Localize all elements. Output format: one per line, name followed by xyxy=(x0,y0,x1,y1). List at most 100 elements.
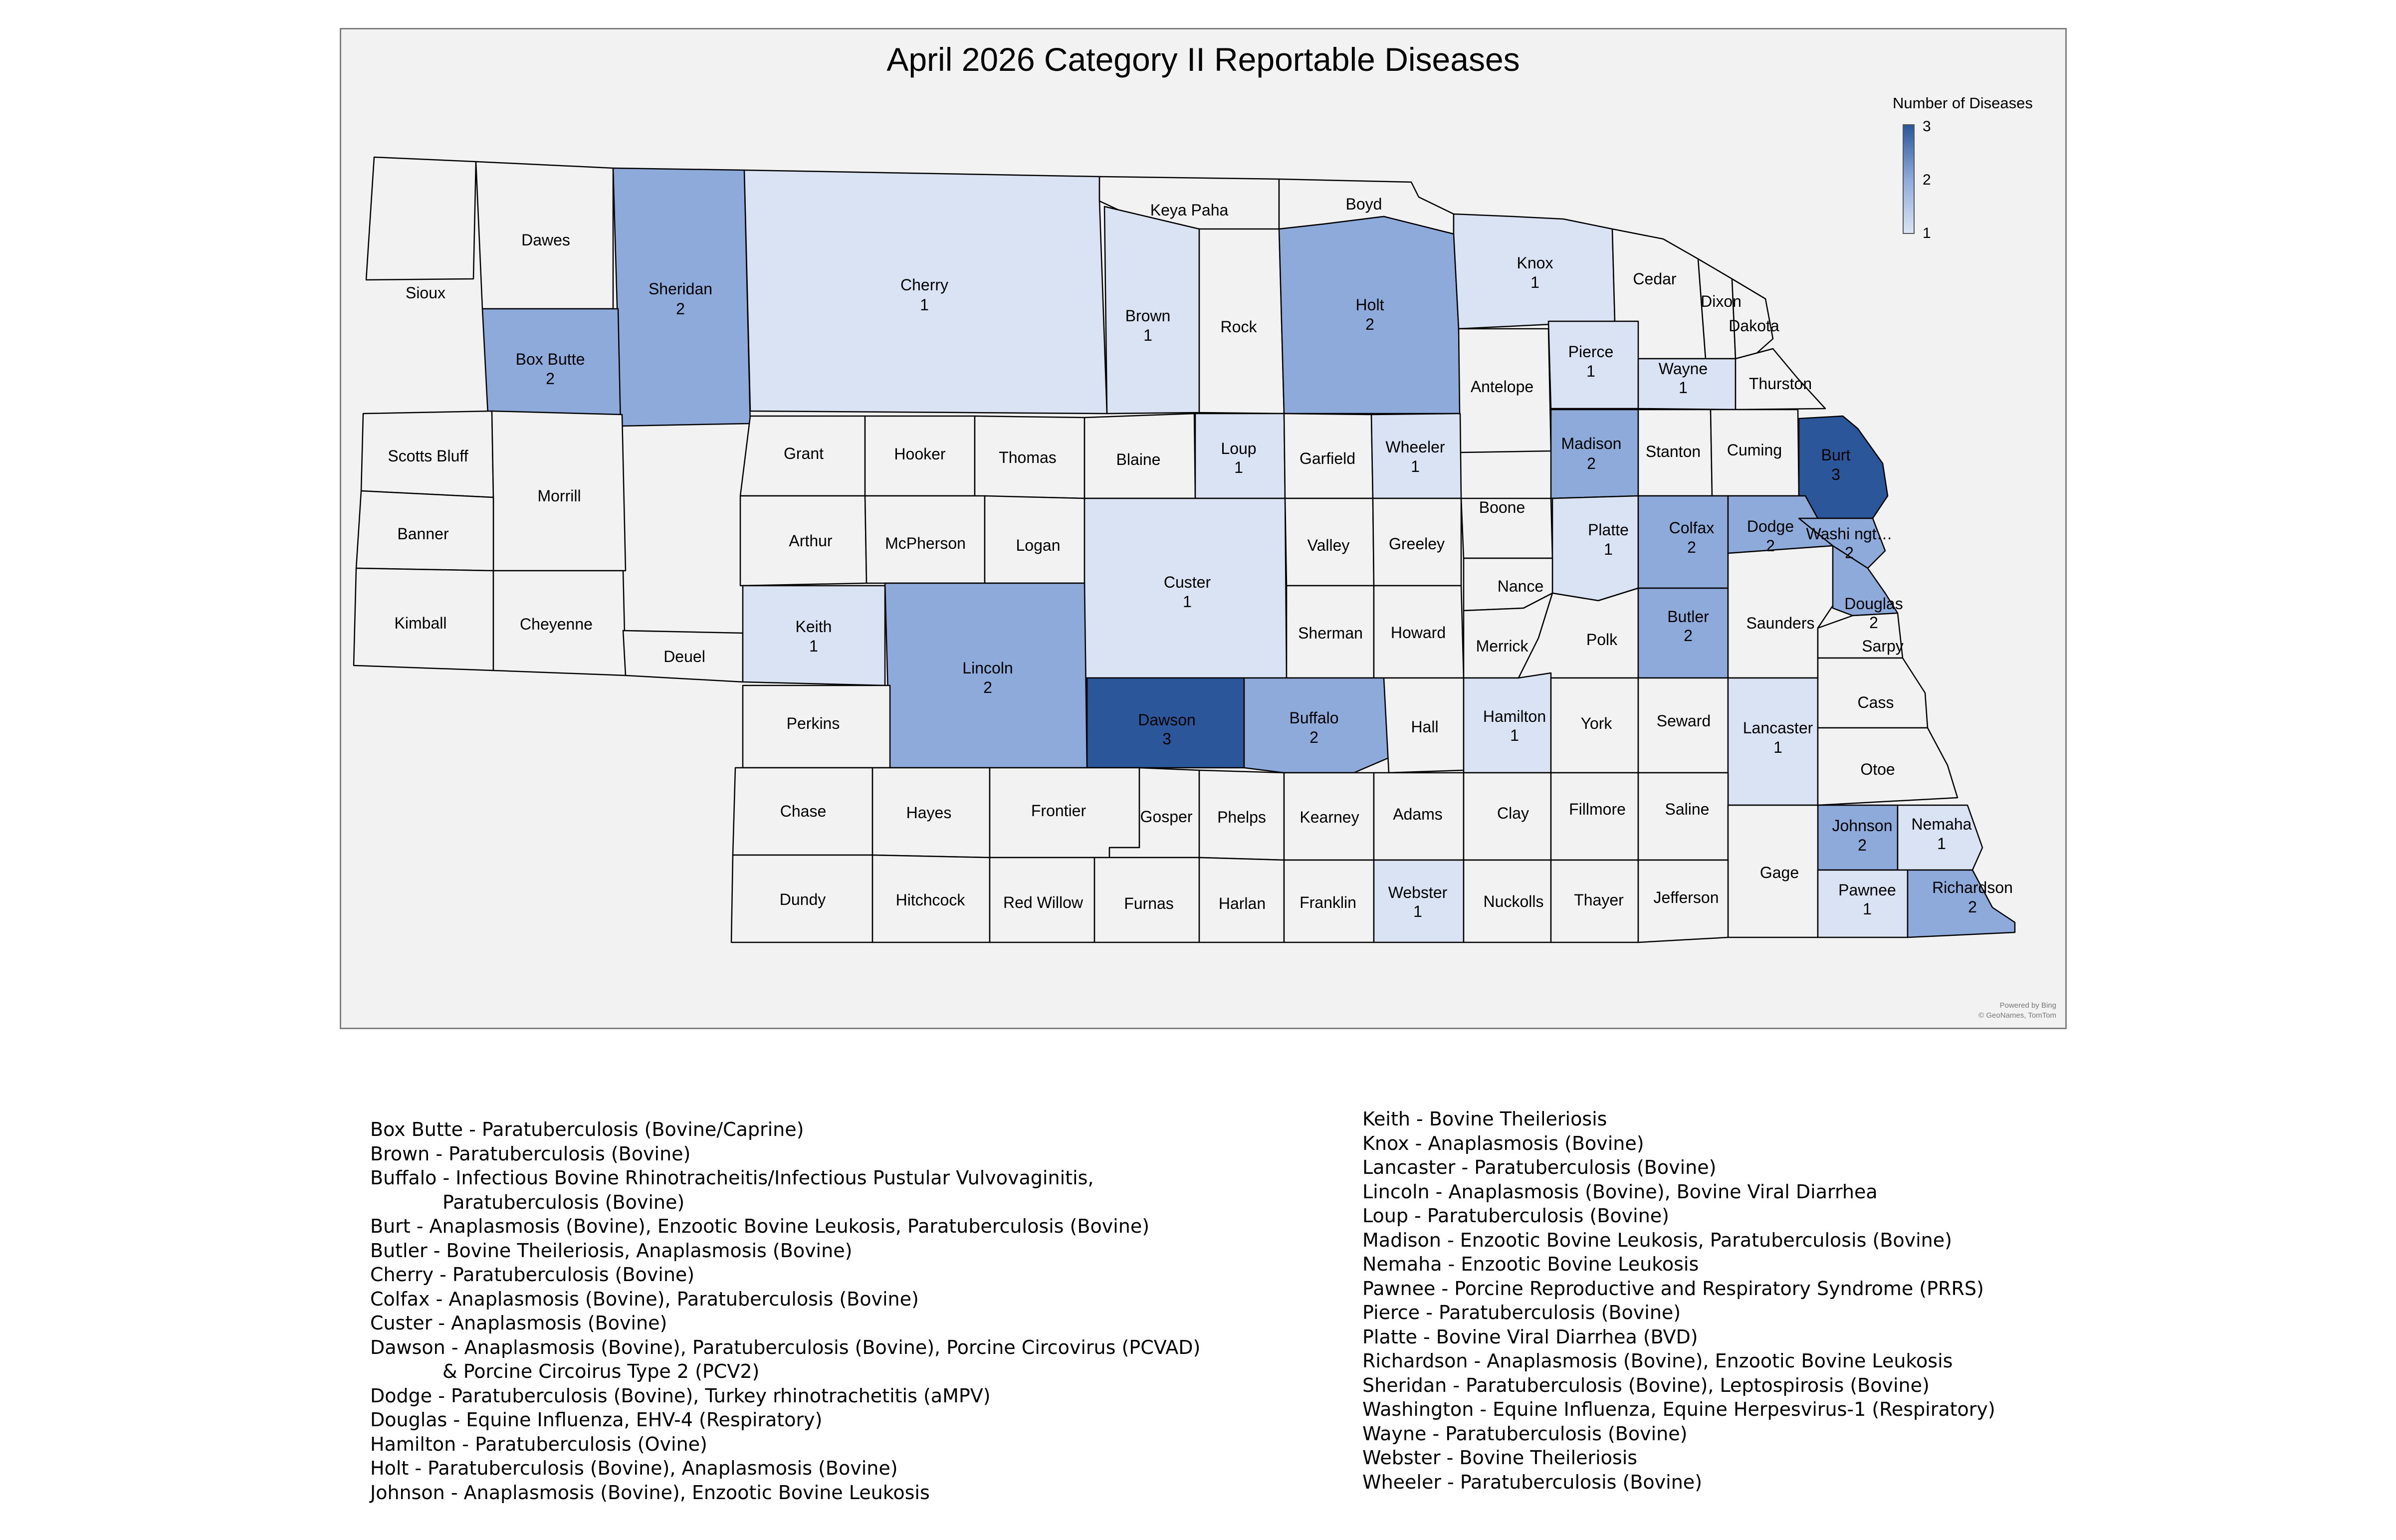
county-count-wheeler: 1 xyxy=(1411,457,1420,475)
county-count-webster: 1 xyxy=(1413,902,1422,920)
disease-list-right: Keith - Bovine Theileriosis Knox - Anapla… xyxy=(1362,1107,1995,1494)
disease-entry: Brown - Paratuberculosis (Bovine) xyxy=(370,1142,691,1165)
county-label-holt: Holt xyxy=(1356,296,1384,314)
county-burt[interactable] xyxy=(1798,415,1889,519)
county-label-cass: Cass xyxy=(1858,693,1894,711)
county-washi-ngt[interactable] xyxy=(1798,517,1886,569)
county-label-loup: Loup xyxy=(1221,440,1256,457)
county-count-hamilton: 1 xyxy=(1510,726,1519,744)
county-label-red-willow: Red Willow xyxy=(1003,893,1084,911)
disease-entry: Butler - Bovine Theileriosis, Anaplasmos… xyxy=(370,1239,853,1262)
county-madison[interactable] xyxy=(1550,409,1639,499)
county-label-polk: Polk xyxy=(1586,631,1618,649)
disease-entry: Johnson - Anaplasmosis (Bovine), Enzooti… xyxy=(370,1481,930,1504)
county-butler[interactable] xyxy=(1637,587,1729,679)
county-label-johnson: Johnson xyxy=(1832,817,1893,835)
county-label-lancaster: Lancaster xyxy=(1743,719,1813,737)
county-count-lincoln: 2 xyxy=(983,678,992,696)
disease-entry: Wayne - Paratuberculosis (Bovine) xyxy=(1362,1422,1688,1445)
county-label-buffalo: Buffalo xyxy=(1289,709,1338,727)
county-count-platte: 1 xyxy=(1604,540,1613,558)
county-label-knox: Knox xyxy=(1517,254,1553,272)
county-label-webster: Webster xyxy=(1388,883,1448,901)
county-label-platte: Platte xyxy=(1588,521,1629,539)
disease-entry: Cherry - Paratuberculosis (Bovine) xyxy=(370,1264,695,1286)
county-richardson[interactable] xyxy=(1907,869,2016,938)
county-label-cedar: Cedar xyxy=(1633,270,1677,288)
county-label-gosper: Gosper xyxy=(1140,808,1193,826)
county-count-richardson: 2 xyxy=(1968,898,1977,916)
map-panel: April 2026 Category II Reportable Diseas… xyxy=(340,28,2067,1029)
disease-entry: Box Butte - Paratuberculosis (Bovine/Cap… xyxy=(370,1118,804,1140)
county-knox[interactable] xyxy=(1453,213,1616,330)
disease-entry: & Porcine Circoirus Type 2 (PCV2) xyxy=(442,1360,760,1382)
county-label-harlan: Harlan xyxy=(1219,894,1266,912)
disease-entry: Lancaster - Paratuberculosis (Bovine) xyxy=(1362,1156,1717,1178)
county-label-dixon: Dixon xyxy=(1701,292,1742,310)
disease-entry: Madison - Enzootic Bovine Leukosis, Para… xyxy=(1362,1229,1952,1251)
county-count-cherry: 1 xyxy=(920,296,929,314)
county-count-dodge: 2 xyxy=(1766,537,1775,555)
county-label-kearney: Kearney xyxy=(1300,808,1359,826)
nebraska-county-map[interactable]: Sioux Dawes Sheridan 2 Cherry 1 Keya Paha Boyd B… xyxy=(341,29,2065,1028)
disease-list-left: Box Butte - Paratuberculosis (Bovine/Cap… xyxy=(370,1117,1200,1505)
disease-entry: Richardson - Anaplasmosis (Bovine), Enzo… xyxy=(1362,1350,1953,1372)
county-platte[interactable] xyxy=(1551,495,1639,602)
county-cherry[interactable] xyxy=(743,169,1108,415)
county-sarpy[interactable] xyxy=(1817,612,1904,659)
county-colfax[interactable] xyxy=(1637,495,1729,589)
county-label-rock: Rock xyxy=(1221,318,1258,336)
county-label-burt: Burt xyxy=(1821,446,1851,464)
county-keith[interactable] xyxy=(742,585,886,686)
county-label-perkins: Perkins xyxy=(787,714,840,732)
county-count-johnson: 2 xyxy=(1858,836,1867,854)
county-count-nemaha: 1 xyxy=(1937,835,1946,853)
county-cass[interactable] xyxy=(1817,657,1929,729)
county-label-boone: Boone xyxy=(1479,498,1525,516)
county-sioux[interactable] xyxy=(365,156,477,281)
disease-entry: Hamilton - Paratuberculosis (Ovine) xyxy=(370,1433,707,1455)
county-thurston[interactable] xyxy=(1735,348,1826,411)
county-label-mcpherson: McPherson xyxy=(885,534,966,552)
county-label-phelps: Phelps xyxy=(1217,808,1266,826)
county-count-knox: 1 xyxy=(1530,273,1539,291)
county-label-clay: Clay xyxy=(1497,804,1529,822)
county-label-dakota: Dakota xyxy=(1729,317,1779,335)
county-nemaha[interactable] xyxy=(1897,804,1983,871)
legend-tick-min: 1 xyxy=(1923,225,1931,241)
disease-entry: Colfax - Anaplasmosis (Bovine), Paratube… xyxy=(370,1288,919,1310)
county-label-cuming: Cuming xyxy=(1727,441,1782,459)
disease-entry: Sheridan - Paratuberculosis (Bovine), Le… xyxy=(1362,1374,1930,1396)
county-jefferson[interactable] xyxy=(1637,859,1729,943)
disease-entry: Paratuberculosis (Bovine) xyxy=(442,1191,685,1213)
disease-entry: Platte - Bovine Viral Diarrhea (BVD) xyxy=(1362,1325,1698,1348)
county-otoe[interactable] xyxy=(1817,727,1959,806)
county-label-banner: Banner xyxy=(397,525,449,543)
county-label-blaine: Blaine xyxy=(1116,450,1161,468)
county-label-sheridan: Sheridan xyxy=(649,280,712,298)
county-label-colfax: Colfax xyxy=(1669,519,1715,537)
county-label-seward: Seward xyxy=(1657,712,1711,730)
county-wheeler[interactable] xyxy=(1370,413,1462,499)
legend-tick-mid: 2 xyxy=(1923,172,1931,188)
county-count-douglas: 2 xyxy=(1869,614,1878,632)
county-label-sherman: Sherman xyxy=(1298,624,1363,642)
attribution-sources: © GeoNames, TomTom xyxy=(1978,1011,2056,1020)
county-dakota[interactable] xyxy=(1731,278,1774,360)
county-label-pierce: Pierce xyxy=(1568,343,1614,361)
county-label-fillmore: Fillmore xyxy=(1569,800,1626,818)
county-count-burt: 3 xyxy=(1831,465,1840,483)
county-count-butler: 2 xyxy=(1684,627,1693,645)
county-label-chase: Chase xyxy=(780,802,827,820)
disease-entry: Holt - Paratuberculosis (Bovine), Anapla… xyxy=(370,1457,898,1479)
disease-entry: Washington - Equine Influenza, Equine He… xyxy=(1362,1398,1995,1420)
county-label-hall: Hall xyxy=(1411,718,1438,736)
county-label-franklin: Franklin xyxy=(1300,893,1356,911)
county-lancaster[interactable] xyxy=(1727,677,1819,806)
legend: Number of Diseases 3 2 1 xyxy=(1893,94,2057,241)
county-label-thurston: Thurston xyxy=(1749,375,1812,393)
county-label-dawson: Dawson xyxy=(1138,711,1196,729)
disease-entry: Lincoln - Anaplasmosis (Bovine), Bovine … xyxy=(1362,1180,1878,1203)
county-count-holt: 2 xyxy=(1365,315,1374,333)
county-count-washi-ngt: 2 xyxy=(1845,544,1854,562)
